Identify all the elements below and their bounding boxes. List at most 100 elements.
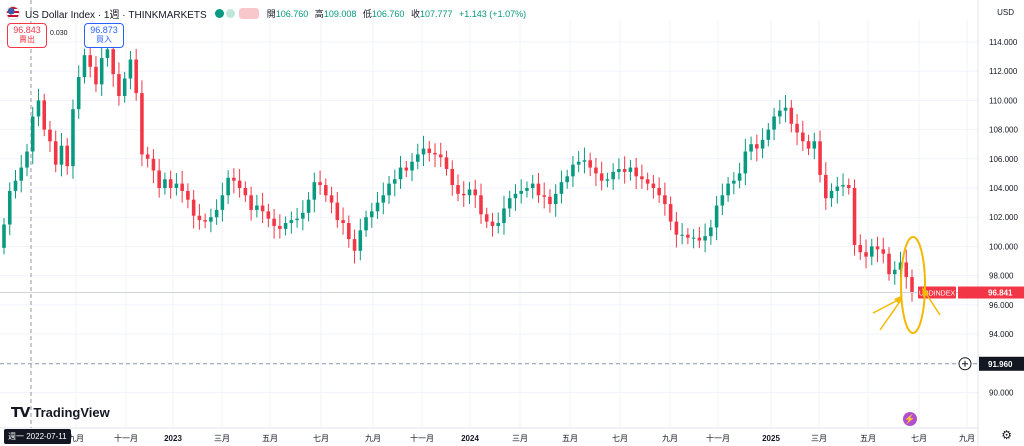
sell-price: 96.843 — [13, 25, 41, 35]
candle-body — [663, 195, 667, 205]
y-tick-label: 108.000 — [989, 126, 1018, 135]
candle-body — [370, 211, 374, 218]
candle-body — [232, 177, 236, 181]
candle-body — [502, 208, 506, 224]
candle-body — [220, 195, 225, 210]
crosshair-price-bg — [979, 356, 1024, 371]
candle-body — [588, 160, 592, 168]
candle-body — [203, 220, 207, 222]
candle-body — [559, 182, 564, 194]
candle-body — [806, 141, 811, 149]
x-tick-label: 五月 — [262, 434, 278, 443]
sell-button[interactable]: 96.843 賣出 — [7, 23, 47, 48]
candle-body — [525, 188, 529, 191]
candle-body — [553, 193, 558, 205]
candle-body — [824, 174, 828, 199]
candle-body — [324, 185, 328, 196]
candle-body — [737, 173, 742, 181]
candle-body — [329, 195, 334, 203]
candle-body — [318, 182, 322, 186]
candle-body — [352, 239, 357, 251]
candle-body — [605, 179, 610, 181]
candle-body — [599, 173, 604, 181]
candle-body — [789, 107, 794, 124]
candle-body — [163, 179, 167, 188]
candle-body — [720, 195, 725, 206]
chart-header: US Dollar Index · 1週 · THINKMARKETS 開106… — [6, 5, 530, 21]
candle-body — [875, 246, 880, 250]
candle-body — [88, 55, 92, 67]
candle-body — [433, 152, 437, 155]
x-tick-label: 九月 — [365, 434, 381, 443]
price-badge-left — [958, 286, 978, 299]
candle-body — [622, 169, 627, 172]
candle-body — [732, 180, 736, 184]
candle-body — [398, 167, 403, 180]
currency-label[interactable]: USD — [997, 8, 1014, 17]
candle-body — [438, 154, 443, 158]
candle-body — [904, 262, 909, 278]
candle-body — [358, 230, 363, 251]
candle-body — [421, 148, 426, 155]
candle-body — [19, 167, 24, 181]
candle-body — [881, 249, 886, 254]
candle-body — [513, 193, 518, 199]
alert-tag-icon[interactable] — [238, 7, 259, 19]
annotation-arrow-1 — [879, 299, 902, 331]
candle-body — [640, 176, 644, 180]
candle-body — [381, 195, 386, 203]
candle-body — [536, 183, 541, 196]
candle-body — [864, 252, 868, 257]
candle-body — [335, 202, 340, 221]
candle-body — [7, 190, 12, 225]
x-tick-label: 七月 — [612, 434, 628, 443]
x-tick-label: 十一月 — [706, 433, 730, 443]
y-tick-label: 98.000 — [989, 272, 1014, 281]
tradingview-logo[interactable]: 𝗧𝗩 TradingView — [11, 404, 110, 421]
candle-body — [691, 237, 696, 239]
candle-body — [237, 180, 242, 188]
y-tick-label: 112.000 — [989, 67, 1018, 76]
symbol-title[interactable]: US Dollar Index · 1週 · THINKMARKETS — [25, 9, 207, 21]
status-dots — [214, 8, 235, 18]
candle-body — [71, 109, 75, 167]
buy-price: 96.873 — [90, 25, 118, 35]
price-badge-label: 96.841 — [988, 289, 1013, 298]
candle-body — [783, 107, 788, 111]
candle-body — [703, 236, 707, 241]
candle-body — [283, 223, 288, 229]
candle-body — [151, 158, 156, 171]
x-tick-label: 十一月 — [114, 433, 138, 443]
logo-text: TradingView — [33, 405, 110, 420]
annotation-arrowhead-3 — [922, 287, 929, 297]
candle-body — [174, 183, 179, 188]
candle-body — [473, 189, 478, 196]
candle-body — [415, 154, 420, 162]
buy-label: 買入 — [96, 35, 112, 44]
candle-body — [341, 220, 345, 224]
market-status-icon[interactable] — [214, 8, 224, 18]
candle-body — [444, 157, 449, 170]
candle-body — [249, 195, 253, 210]
y-tick-label: 102.000 — [989, 213, 1018, 222]
candle-body — [628, 167, 633, 172]
candle-body — [910, 277, 914, 294]
candle-body — [272, 218, 276, 226]
candle-body — [260, 205, 265, 212]
data-status-icon[interactable] — [225, 8, 235, 18]
candle-body — [847, 185, 851, 188]
x-tick-label: 五月 — [860, 434, 876, 443]
candle-body — [42, 100, 47, 130]
candle-body — [122, 78, 127, 97]
candle-body — [530, 183, 535, 188]
candle-body — [461, 193, 466, 196]
settings-icon[interactable]: ⚙ — [1001, 428, 1012, 442]
lightning-icon[interactable]: ⚡ — [903, 412, 917, 426]
candle-body — [818, 141, 822, 175]
buy-button[interactable]: 96.873 買入 — [84, 23, 124, 48]
x-tick-label: 十一月 — [410, 433, 434, 443]
x-tick-label: 2025 — [762, 434, 780, 443]
candle-body — [364, 217, 368, 231]
x-tick-label: 2023 — [164, 434, 182, 443]
